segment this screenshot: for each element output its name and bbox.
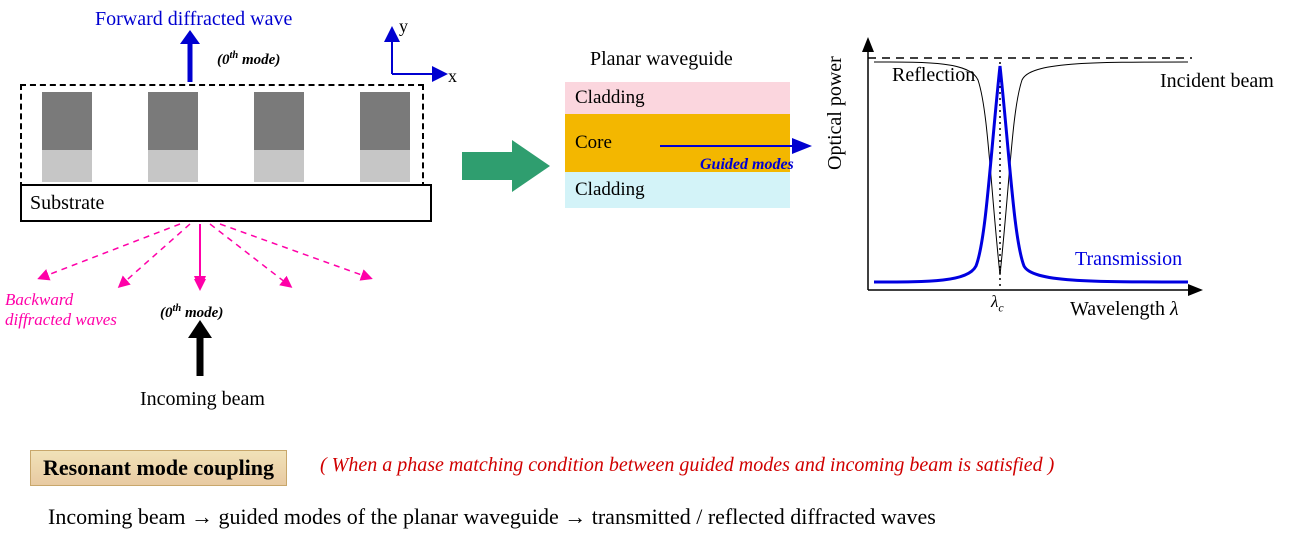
- grating-tooth-light: [254, 150, 304, 182]
- mode-label-top: (0th mode): [217, 50, 280, 69]
- grating-tooth-dark: [148, 92, 198, 150]
- planar-waveguide-title: Planar waveguide: [590, 48, 733, 71]
- grating-tooth-dark: [254, 92, 304, 150]
- incoming-arrow: [182, 320, 218, 380]
- forward-arrow: [175, 30, 205, 88]
- backward-diffracted-label: Backwarddiffracted waves: [5, 290, 117, 331]
- cladding-bottom-label: Cladding: [575, 179, 645, 201]
- guided-modes-label: Guided modes: [700, 156, 794, 174]
- forward-diffracted-label: Forward diffracted wave: [95, 8, 292, 31]
- transmission-label: Transmission: [1075, 248, 1182, 271]
- core-label: Core: [575, 132, 612, 154]
- reflection-label: Reflection: [892, 64, 975, 87]
- cladding-top-label: Cladding: [575, 87, 645, 109]
- x-axis-label: x: [448, 66, 457, 87]
- grating-tooth-light: [360, 150, 410, 182]
- plot-xlabel: Wavelength λ: [1070, 298, 1179, 321]
- big-arrow: [462, 140, 552, 192]
- cladding-bottom: Cladding: [565, 172, 790, 208]
- grating-tooth-dark: [360, 92, 410, 150]
- plot-ylabel: Optical power: [824, 56, 847, 170]
- resonant-coupling-badge: Resonant mode coupling: [30, 450, 287, 486]
- grating-tooth-light: [148, 150, 198, 182]
- phase-matching-condition: ( When a phase matching condition betwee…: [320, 454, 1054, 477]
- incoming-beam-label: Incoming beam: [140, 388, 265, 411]
- lambda-c-label: λc: [991, 292, 1004, 315]
- substrate-label: Substrate: [30, 192, 104, 215]
- grating-tooth-light: [42, 150, 92, 182]
- cladding-top: Cladding: [565, 82, 790, 114]
- incident-beam-label: Incident beam: [1160, 70, 1274, 93]
- substrate-box: Substrate: [20, 184, 432, 222]
- y-axis-label: y: [399, 16, 408, 37]
- guided-modes-arrow: [660, 136, 820, 156]
- grating-tooth-dark: [42, 92, 92, 150]
- flow-text: Incoming beam → guided modes of the plan…: [48, 504, 936, 530]
